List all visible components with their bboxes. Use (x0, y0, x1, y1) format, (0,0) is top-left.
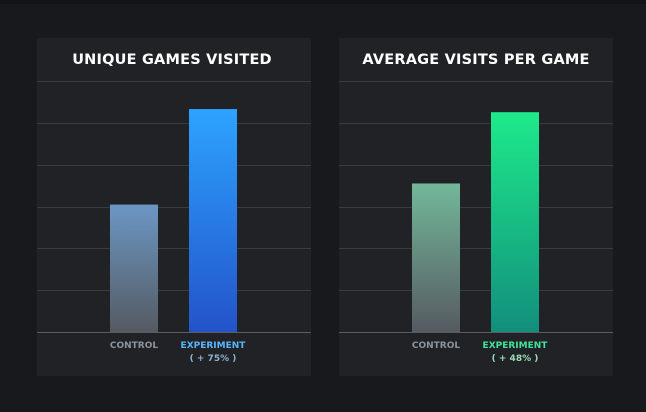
percent-change-label: ( + 75% ) (190, 354, 237, 364)
bar-experiment (189, 109, 237, 332)
category-label-experiment: EXPERIMENT (483, 341, 549, 351)
bar-experiment (491, 112, 539, 332)
percent-change-label: ( + 48% ) (492, 354, 539, 364)
unique-games-chart: UNIQUE GAMES VISITED CONTROL EXPERIMENT ( … (37, 52, 311, 364)
window-top-edge (0, 0, 646, 4)
chart-panel-unique-games: UNIQUE GAMES VISITED CONTROL EXPERIMENT ( … (37, 38, 311, 376)
category-label-experiment: EXPERIMENT (181, 341, 247, 351)
category-label-control: CONTROL (412, 341, 461, 351)
bar-control (412, 183, 460, 332)
bar-control (110, 204, 158, 332)
chart-title: AVERAGE VISITS PER GAME (362, 52, 589, 68)
average-visits-chart: AVERAGE VISITS PER GAME CONTROL EXPERIMEN… (339, 52, 613, 364)
category-label-control: CONTROL (110, 341, 159, 351)
chart-title: UNIQUE GAMES VISITED (72, 52, 272, 68)
chart-panel-average-visits: AVERAGE VISITS PER GAME CONTROL EXPERIMEN… (339, 38, 613, 376)
